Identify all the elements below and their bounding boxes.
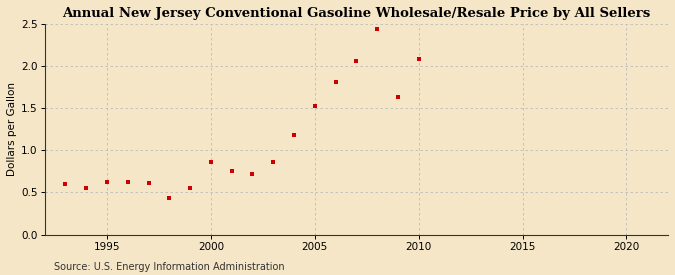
Point [102, 180, 113, 185]
Point [393, 95, 404, 100]
Point [351, 59, 362, 63]
Point [81, 186, 92, 191]
Title: Annual New Jersey Conventional Gasoline Wholesale/Resale Price by All Sellers: Annual New Jersey Conventional Gasoline … [62, 7, 651, 20]
Text: Source: U.S. Energy Information Administration: Source: U.S. Energy Information Administ… [54, 262, 285, 272]
Point [268, 160, 279, 164]
Point [143, 181, 154, 185]
Point [309, 103, 320, 108]
Point [372, 27, 383, 31]
Point [330, 80, 341, 84]
Point [413, 57, 424, 62]
Point [122, 180, 133, 185]
Y-axis label: Dollars per Gallon: Dollars per Gallon [7, 82, 17, 176]
Point [226, 169, 237, 174]
Point [289, 133, 300, 137]
Point [60, 182, 71, 186]
Point [205, 160, 216, 164]
Point [185, 186, 196, 191]
Point [164, 195, 175, 200]
Point [247, 172, 258, 176]
